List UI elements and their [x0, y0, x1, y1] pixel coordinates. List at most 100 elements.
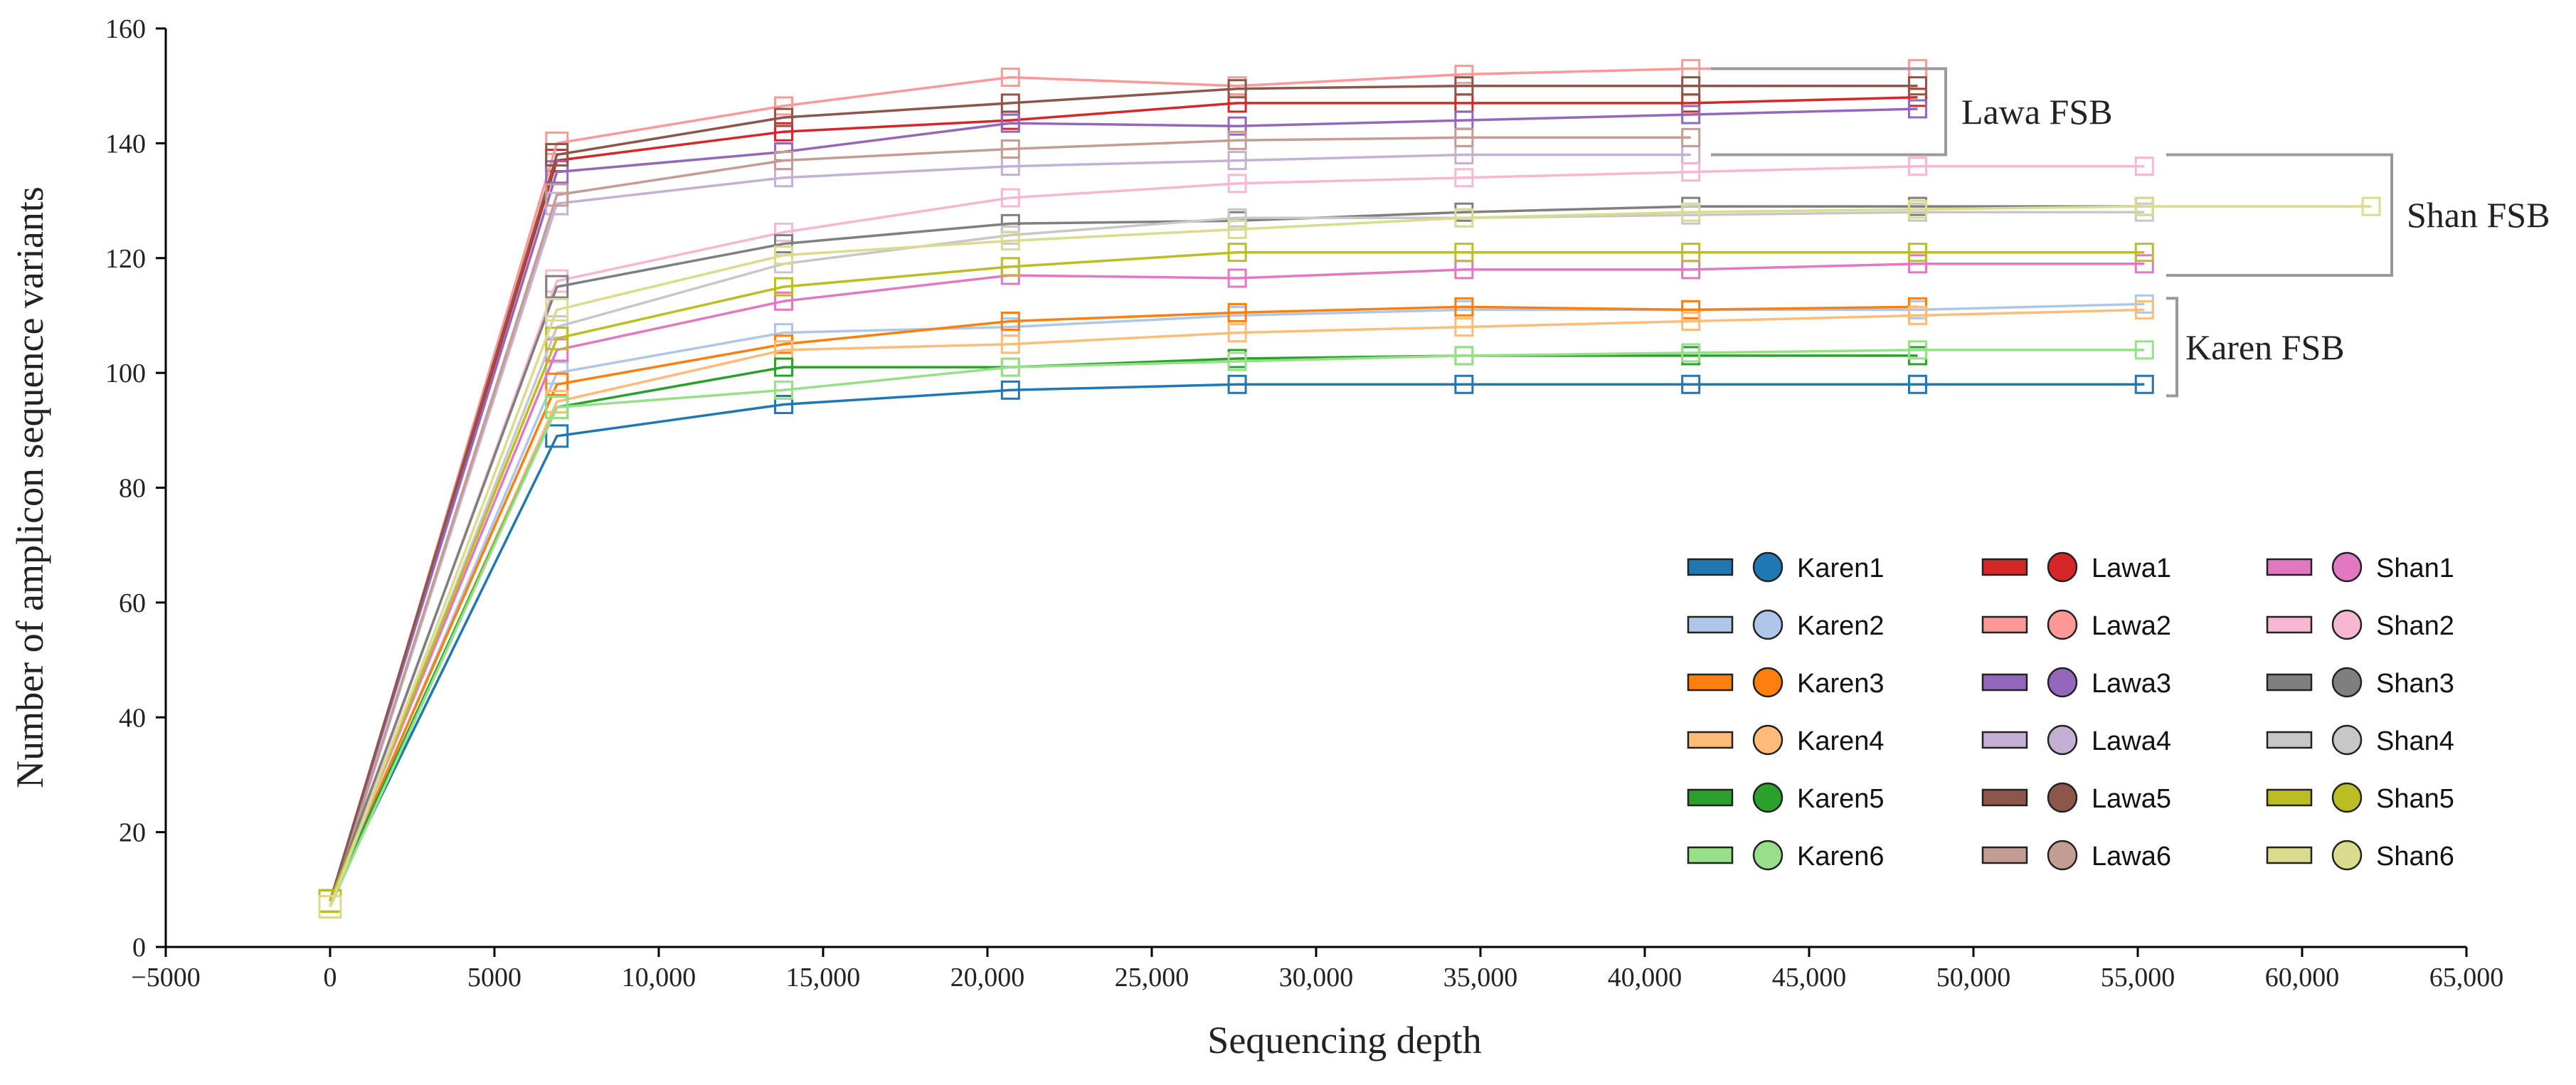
- legend-swatch-line: [1981, 788, 2028, 807]
- series-line: [329, 263, 2145, 902]
- data-point-marker: [774, 357, 794, 377]
- data-point-marker: [774, 96, 794, 116]
- series-line: [329, 136, 1691, 908]
- series-line: [329, 96, 1918, 902]
- legend-swatch-marker: [2047, 667, 2078, 698]
- legend-swatch-marker: [1752, 667, 1783, 698]
- data-point-marker: [1907, 157, 1927, 176]
- legend: Karen1 Karen2 Karen3 Karen4 Karen5 Karen6 Lawa…: [1687, 551, 2454, 872]
- y-tick-label: 40: [119, 703, 146, 733]
- legend-swatch-marker: [2047, 724, 2078, 756]
- data-point-marker: [1227, 79, 1247, 99]
- legend-label: Lawa6: [2092, 842, 2171, 872]
- data-point-marker: [1227, 243, 1247, 263]
- legend-swatch-marker: [2331, 724, 2363, 756]
- y-tick-label: 100: [105, 359, 146, 388]
- data-point-marker: [1681, 300, 1701, 319]
- data-point-marker: [1000, 257, 1020, 277]
- bracket-line: [2166, 297, 2178, 398]
- data-point-marker: [774, 380, 794, 400]
- legend-swatch-marker: [2331, 667, 2363, 698]
- data-point-marker: [774, 234, 794, 254]
- series-line: [329, 308, 2145, 908]
- x-tick-label: 25,000: [1115, 963, 1189, 993]
- data-point-marker: [1000, 231, 1020, 251]
- data-point-marker: [1000, 312, 1020, 332]
- legend-swatch-line: [1981, 731, 2028, 749]
- data-point-marker: [545, 396, 569, 420]
- data-point-marker: [545, 183, 569, 207]
- data-point-marker: [774, 122, 794, 142]
- legend-item-lawa6: Lawa6: [1981, 840, 2171, 872]
- data-point-marker: [1000, 188, 1020, 208]
- data-point-marker: [1454, 76, 1474, 96]
- data-point-marker: [1000, 357, 1020, 377]
- legend-label: Shan4: [2376, 726, 2454, 756]
- x-tick-label: 40,000: [1608, 963, 1682, 993]
- data-point-marker: [1454, 297, 1474, 317]
- legend-swatch-marker: [2047, 551, 2078, 583]
- legend-label: Karen4: [1797, 726, 1885, 756]
- data-point-marker: [1454, 65, 1474, 85]
- legend-swatch-line: [2266, 615, 2313, 634]
- group-label-lawa: Lawa FSB: [1961, 92, 2113, 132]
- legend-swatch-marker: [2047, 609, 2078, 640]
- group-label-karen: Karen FSB: [2185, 327, 2345, 367]
- legend-swatch-line: [2266, 731, 2313, 749]
- series-line: [329, 205, 2371, 908]
- data-point-marker: [1227, 208, 1247, 228]
- data-point-marker: [774, 277, 794, 297]
- data-point-marker: [1681, 343, 1701, 363]
- legend-swatch-marker: [2047, 782, 2078, 813]
- data-point-marker: [1681, 312, 1701, 332]
- legend-swatch-line: [2266, 846, 2313, 864]
- legend-label: Lawa4: [2092, 726, 2171, 756]
- legend-label: Karen2: [1797, 611, 1885, 641]
- series-shan2: [318, 157, 2154, 919]
- legend-swatch-marker: [1752, 840, 1783, 871]
- y-tick-label: 140: [105, 129, 146, 159]
- legend-swatch-marker: [2047, 840, 2078, 871]
- legend-label: Lawa1: [2092, 554, 2171, 583]
- x-axis-title: Sequencing depth: [1207, 1019, 1481, 1062]
- x-tick-label: 20,000: [950, 963, 1025, 993]
- data-point-marker: [1907, 199, 1927, 219]
- series-line: [329, 305, 1918, 902]
- data-point-marker: [1454, 317, 1474, 337]
- y-tick-label: 160: [105, 14, 146, 44]
- data-point-marker: [1000, 139, 1020, 159]
- x-tick-label: 45,000: [1772, 963, 1847, 993]
- data-point-marker: [1907, 76, 1927, 96]
- series-layer: [318, 58, 2381, 919]
- legend-swatch-line: [1687, 788, 1734, 807]
- series-line: [329, 349, 2145, 908]
- series-line: [329, 211, 2145, 908]
- series-line: [329, 153, 1691, 908]
- legend-swatch-line: [2266, 558, 2313, 576]
- legend-swatch-line: [1687, 558, 1734, 576]
- legend-swatch-line: [2266, 788, 2313, 807]
- legend-item-shan1: Shan1: [2266, 551, 2454, 583]
- legend-swatch-marker: [1752, 724, 1783, 756]
- data-point-marker: [545, 372, 569, 396]
- legend-label: Lawa5: [2092, 784, 2171, 814]
- legend-swatch-line: [1981, 846, 2028, 864]
- data-point-marker: [1681, 127, 1701, 147]
- x-tick-label: 65,000: [2429, 963, 2504, 993]
- legend-item-lawa3: Lawa3: [1981, 667, 2171, 699]
- data-point-marker: [1907, 340, 1927, 360]
- x-tick-label: 55,000: [2101, 963, 2175, 993]
- data-point-marker: [318, 895, 342, 919]
- x-tick-label: 30,000: [1279, 963, 1354, 993]
- legend-swatch-line: [1981, 615, 2028, 634]
- data-point-marker: [1907, 374, 1927, 394]
- legend-item-karen1: Karen1: [1687, 551, 1885, 583]
- data-point-marker: [1227, 219, 1247, 239]
- series-line: [329, 84, 1918, 902]
- data-point-marker: [545, 424, 569, 448]
- legend-label: Shan1: [2376, 554, 2454, 583]
- series-shan6: [318, 196, 2381, 919]
- data-point-marker: [1907, 243, 1927, 263]
- series-line: [329, 354, 1918, 902]
- y-tick-label: 60: [119, 588, 146, 618]
